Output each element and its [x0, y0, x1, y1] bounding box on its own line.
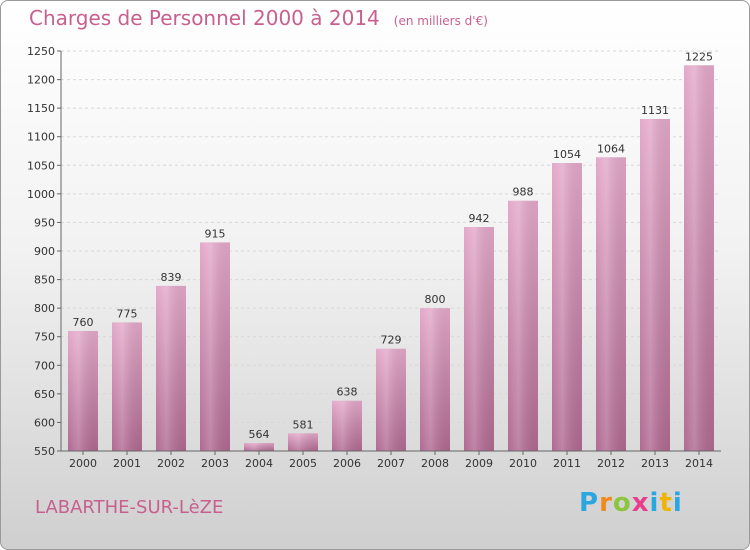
bar-highlight — [156, 285, 186, 451]
bar-highlight — [376, 348, 406, 451]
bar-highlight — [200, 242, 230, 451]
commune-name: LABARTHE-SUR-LèZE — [35, 497, 224, 518]
x-tick-label: 2010 — [509, 457, 537, 470]
x-tick-label: 2000 — [69, 457, 97, 470]
y-tick-label: 1200 — [27, 74, 55, 87]
bar-value-label: 942 — [469, 212, 490, 225]
bar-value-label: 760 — [73, 316, 94, 329]
bar-value-label: 800 — [425, 293, 446, 306]
proxiti-logo: Proxiti — [579, 488, 683, 518]
bar-highlight — [112, 322, 142, 451]
bar-value-label: 988 — [513, 186, 534, 199]
y-axis: 550 600 650 700 750 800 850 900 950 1000 1050 1100 1… — [27, 45, 62, 458]
x-tick-label: 2009 — [465, 457, 493, 470]
y-tick-label: 1150 — [27, 102, 55, 115]
x-tick-label: 2012 — [597, 457, 625, 470]
unit-note: (en milliers d'€) — [393, 14, 488, 28]
bar-highlight — [68, 331, 98, 451]
y-tick-label: 1250 — [27, 45, 55, 58]
bar-value-label: 1225 — [685, 50, 713, 63]
x-tick-label: 2007 — [377, 457, 405, 470]
bars — [68, 65, 714, 452]
y-tick-label: 750 — [34, 331, 55, 344]
y-tick-label: 600 — [34, 416, 55, 429]
bar-value-label: 1054 — [553, 148, 581, 161]
bar-highlight — [244, 443, 274, 451]
bar-highlight — [640, 119, 670, 451]
x-axis: 2000 2001 2002 2003 2004 2005 2006 2007 2008 2009… — [61, 450, 721, 470]
bar-highlight — [464, 227, 494, 451]
bar-highlight — [552, 163, 582, 451]
x-tick-label: 2004 — [245, 457, 273, 470]
bar-value-label: 839 — [161, 271, 182, 284]
chart-title: Charges de Personnel 2000 à 2014 — [29, 6, 380, 30]
y-tick-label: 950 — [34, 216, 55, 229]
x-tick-label: 2001 — [113, 457, 141, 470]
x-tick-label: 2014 — [685, 457, 713, 470]
chart-title-block: Charges de Personnel 2000 à 2014 (en mill… — [29, 6, 488, 30]
bar-value-label: 581 — [293, 418, 314, 431]
bar-highlight — [332, 400, 362, 451]
y-tick-label: 850 — [34, 274, 55, 287]
y-tick-label: 700 — [34, 359, 55, 372]
bar-value-label: 564 — [249, 428, 270, 441]
bar-value-label: 1131 — [641, 104, 669, 117]
bar-highlight — [420, 308, 450, 451]
bar-highlight — [684, 65, 714, 452]
x-tick-label: 2006 — [333, 457, 361, 470]
bar-highlight — [288, 433, 318, 451]
x-tick-label: 2003 — [201, 457, 229, 470]
x-tick-label: 2005 — [289, 457, 317, 470]
x-tick-label: 2011 — [553, 457, 581, 470]
x-tick-label: 2008 — [421, 457, 449, 470]
bar-highlight — [508, 200, 538, 451]
y-tick-label: 800 — [34, 302, 55, 315]
y-tick-label: 1000 — [27, 188, 55, 201]
y-tick-label: 650 — [34, 388, 55, 401]
bar-highlight — [596, 157, 626, 452]
y-tick-label: 1050 — [27, 159, 55, 172]
y-tick-label: 1100 — [27, 131, 55, 144]
value-labels: 760 775 839 915 564 581 638 729 800 942 988 1054 106… — [73, 50, 714, 441]
bar-value-label: 638 — [337, 386, 358, 399]
y-tick-label: 900 — [34, 245, 55, 258]
bar-value-label: 1064 — [597, 142, 625, 155]
bar-value-label: 775 — [117, 307, 138, 320]
bar-value-label: 915 — [205, 227, 226, 240]
x-tick-label: 2002 — [157, 457, 185, 470]
y-tick-label: 550 — [34, 445, 55, 458]
x-tick-label: 2013 — [641, 457, 669, 470]
bar-value-label: 729 — [381, 334, 402, 347]
